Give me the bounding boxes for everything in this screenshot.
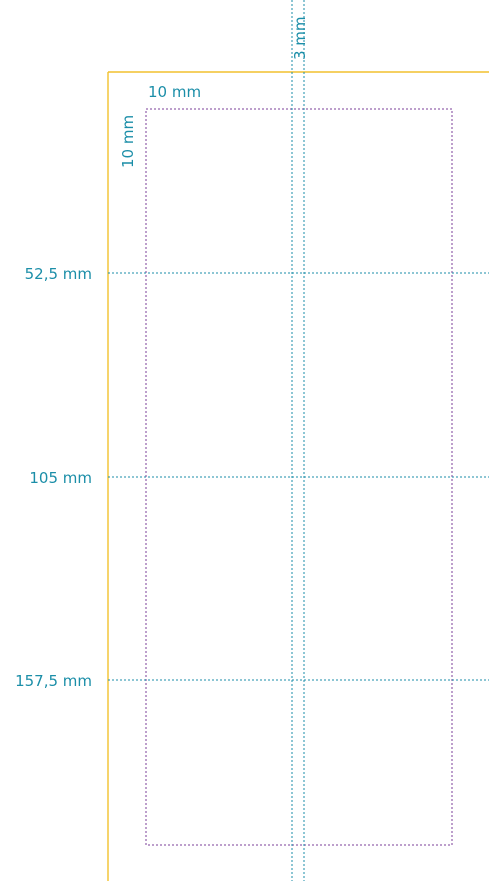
left-margin-label: 10 mm <box>119 115 137 168</box>
row-label-3: 157,5 mm <box>15 672 92 690</box>
gutter-label: 3 mm <box>291 16 309 60</box>
row-label-2: 105 mm <box>29 469 92 487</box>
top-margin-label: 10 mm <box>148 83 201 101</box>
margin-frame <box>145 108 453 846</box>
row-label-1: 52,5 mm <box>25 265 92 283</box>
